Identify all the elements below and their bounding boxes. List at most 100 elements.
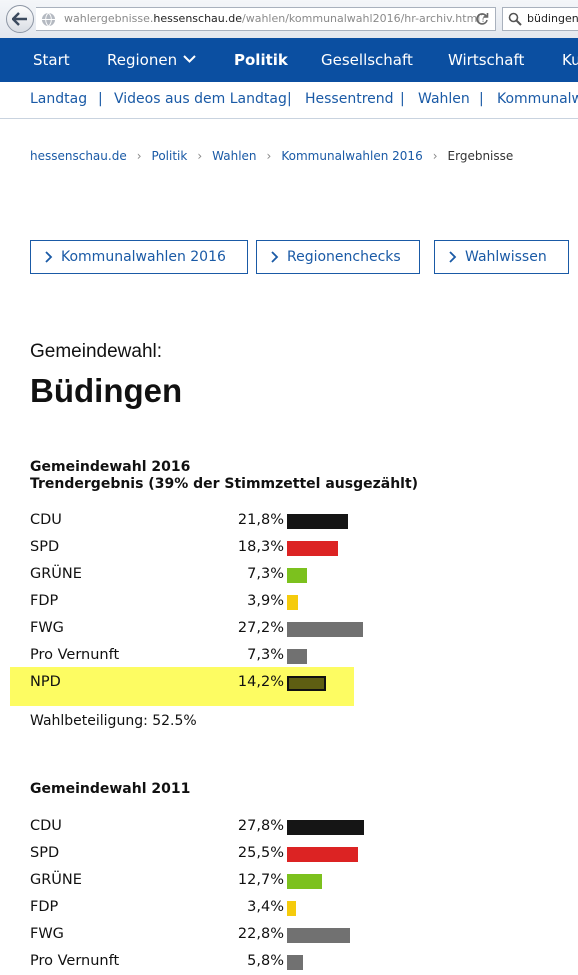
url-prefix: wahlergebnisse. [64, 12, 154, 25]
party-name: Pro Vernunft [30, 647, 120, 663]
subnav-videos[interactable]: Videos aus dem Landtag [114, 91, 287, 107]
party-name: GRÜNE [30, 566, 82, 582]
result-row: FWG 27,2% [30, 615, 370, 642]
subnav-hessentrend[interactable]: Hessentrend [305, 91, 394, 107]
globe-icon [41, 12, 56, 27]
party-name: FWG [30, 926, 64, 942]
breadcrumb-separator: › [432, 149, 438, 163]
breadcrumb-wahlen[interactable]: Wahlen [212, 149, 257, 163]
chart-2011-title: Gemeindewahl 2011 [30, 781, 191, 797]
result-bar [287, 847, 358, 862]
wahlwissen-button[interactable]: Wahlwissen [434, 240, 569, 274]
url-domain: hessenschau.de [153, 12, 243, 25]
percent-label: 7,3% [247, 647, 284, 663]
party-name: SPD [30, 845, 60, 861]
party-name: SPD [30, 539, 60, 555]
result-row: FWG 22,8% [30, 921, 370, 948]
subnav-wahlen[interactable]: Wahlen [418, 91, 470, 107]
kommunalwahlen-2016-button[interactable]: Kommunalwahlen 2016 [30, 240, 248, 274]
result-bar [287, 568, 307, 583]
result-row: Pro Vernunft 5,8% [30, 948, 370, 975]
result-row: CDU 21,8% [30, 507, 370, 534]
search-icon [508, 12, 522, 26]
subnav-separator: | [479, 91, 484, 107]
result-bar [287, 541, 338, 556]
chevron-right-icon [449, 251, 457, 263]
breadcrumb: hessenschau.de › Politik › Wahlen › Kommunalwa… [30, 149, 513, 163]
result-row: FDP 3,4% [30, 894, 370, 921]
nav-politik[interactable]: Politik [234, 51, 288, 69]
wahlwissen-label: Wahlwissen [465, 249, 547, 265]
result-bar [287, 514, 348, 529]
subnav-separator: | [287, 91, 292, 107]
url-text: wahlergebnisse.hessenschau.de/wahlen/kom… [64, 12, 486, 25]
nav-regionen-label: Regionen [107, 51, 178, 69]
party-name: CDU [30, 818, 62, 834]
result-row: SPD 18,3% [30, 534, 370, 561]
result-row: FDP 3,9% [30, 588, 370, 615]
result-bar [287, 820, 364, 835]
chevron-right-icon [271, 251, 279, 263]
nav-wirtschaft[interactable]: Wirtschaft [448, 51, 525, 69]
chevron-down-icon [183, 55, 196, 63]
nav-kultur[interactable]: Ku [562, 51, 578, 69]
percent-label: 12,7% [237, 872, 284, 888]
percent-label: 3,4% [247, 899, 284, 915]
result-bar [287, 595, 298, 610]
breadcrumb-politik[interactable]: Politik [151, 149, 188, 163]
result-bar [287, 928, 350, 943]
kommunalwahlen-2016-label: Kommunalwahlen 2016 [61, 249, 226, 265]
percent-label: 27,2% [237, 620, 284, 636]
breadcrumb-current: Ergebnisse [447, 149, 514, 163]
subnav-landtag[interactable]: Landtag [30, 91, 88, 107]
page-title: Büdingen [30, 372, 183, 409]
percent-label: 27,8% [237, 818, 284, 834]
breadcrumb-separator: › [266, 149, 272, 163]
breadcrumb-separator: › [136, 149, 142, 163]
search-input[interactable]: büdingen k [502, 7, 578, 31]
percent-label: 5,8% [247, 953, 284, 969]
percent-label: 3,9% [247, 593, 284, 609]
chart-2016-title: Gemeindewahl 2016 [30, 459, 191, 475]
nav-gesellschaft[interactable]: Gesellschaft [321, 51, 413, 69]
result-row: NPD 14,2% [30, 669, 370, 696]
breadcrumb-home[interactable]: hessenschau.de [30, 149, 127, 163]
turnout-text: Wahlbeteiligung: 52.5% [30, 713, 197, 729]
party-name: NPD [30, 674, 61, 690]
subnav-separator: | [98, 91, 103, 107]
percent-label: 25,5% [237, 845, 284, 861]
regionenchecks-button[interactable]: Regionenchecks [256, 240, 420, 274]
percent-label: 7,3% [247, 566, 284, 582]
page-subtitle: Gemeindewahl: [30, 341, 163, 362]
result-row: SPD 25,5% [30, 840, 370, 867]
percent-label: 18,3% [237, 539, 284, 555]
result-row: CDU 27,8% [30, 813, 370, 840]
result-row: Pro Vernunft 7,3% [30, 642, 370, 669]
subnav-kommunalwahlen[interactable]: Kommunalw [497, 91, 578, 107]
party-name: FDP [30, 593, 59, 609]
result-bar [287, 901, 296, 916]
breadcrumb-kommunalwahlen[interactable]: Kommunalwahlen 2016 [281, 149, 423, 163]
result-bar [287, 622, 363, 637]
percent-label: 21,8% [237, 512, 284, 528]
chart-2016-subtitle: Trendergebnis (39% der Stimmzettel ausge… [30, 476, 419, 492]
nav-start[interactable]: Start [33, 51, 70, 69]
party-name: CDU [30, 512, 62, 528]
party-name: FDP [30, 899, 59, 915]
address-bar[interactable]: wahlergebnisse.hessenschau.de/wahlen/kom… [36, 7, 496, 31]
nav-regionen[interactable]: Regionen [107, 51, 196, 69]
result-row: GRÜNE 12,7% [30, 867, 370, 894]
result-bar [287, 649, 307, 664]
url-path: /wahlen/kommunalwahl2016/hr-archiv.html? [242, 12, 487, 25]
reload-icon[interactable] [475, 12, 489, 26]
subnav-separator: | [400, 91, 405, 107]
browser-toolbar: wahlergebnisse.hessenschau.de/wahlen/kom… [0, 0, 578, 39]
sub-navigation: Landtag | Videos aus dem Landtag | Hesse… [0, 82, 578, 119]
arrow-left-icon [12, 12, 27, 26]
party-name: Pro Vernunft [30, 953, 120, 969]
back-button[interactable] [6, 5, 34, 33]
chart-2016-heading: Gemeindewahl 2016 Trendergebnis (39% der… [30, 459, 418, 493]
result-row: GRÜNE 7,3% [30, 561, 370, 588]
result-bar [287, 874, 322, 889]
search-text: büdingen k [527, 12, 578, 25]
